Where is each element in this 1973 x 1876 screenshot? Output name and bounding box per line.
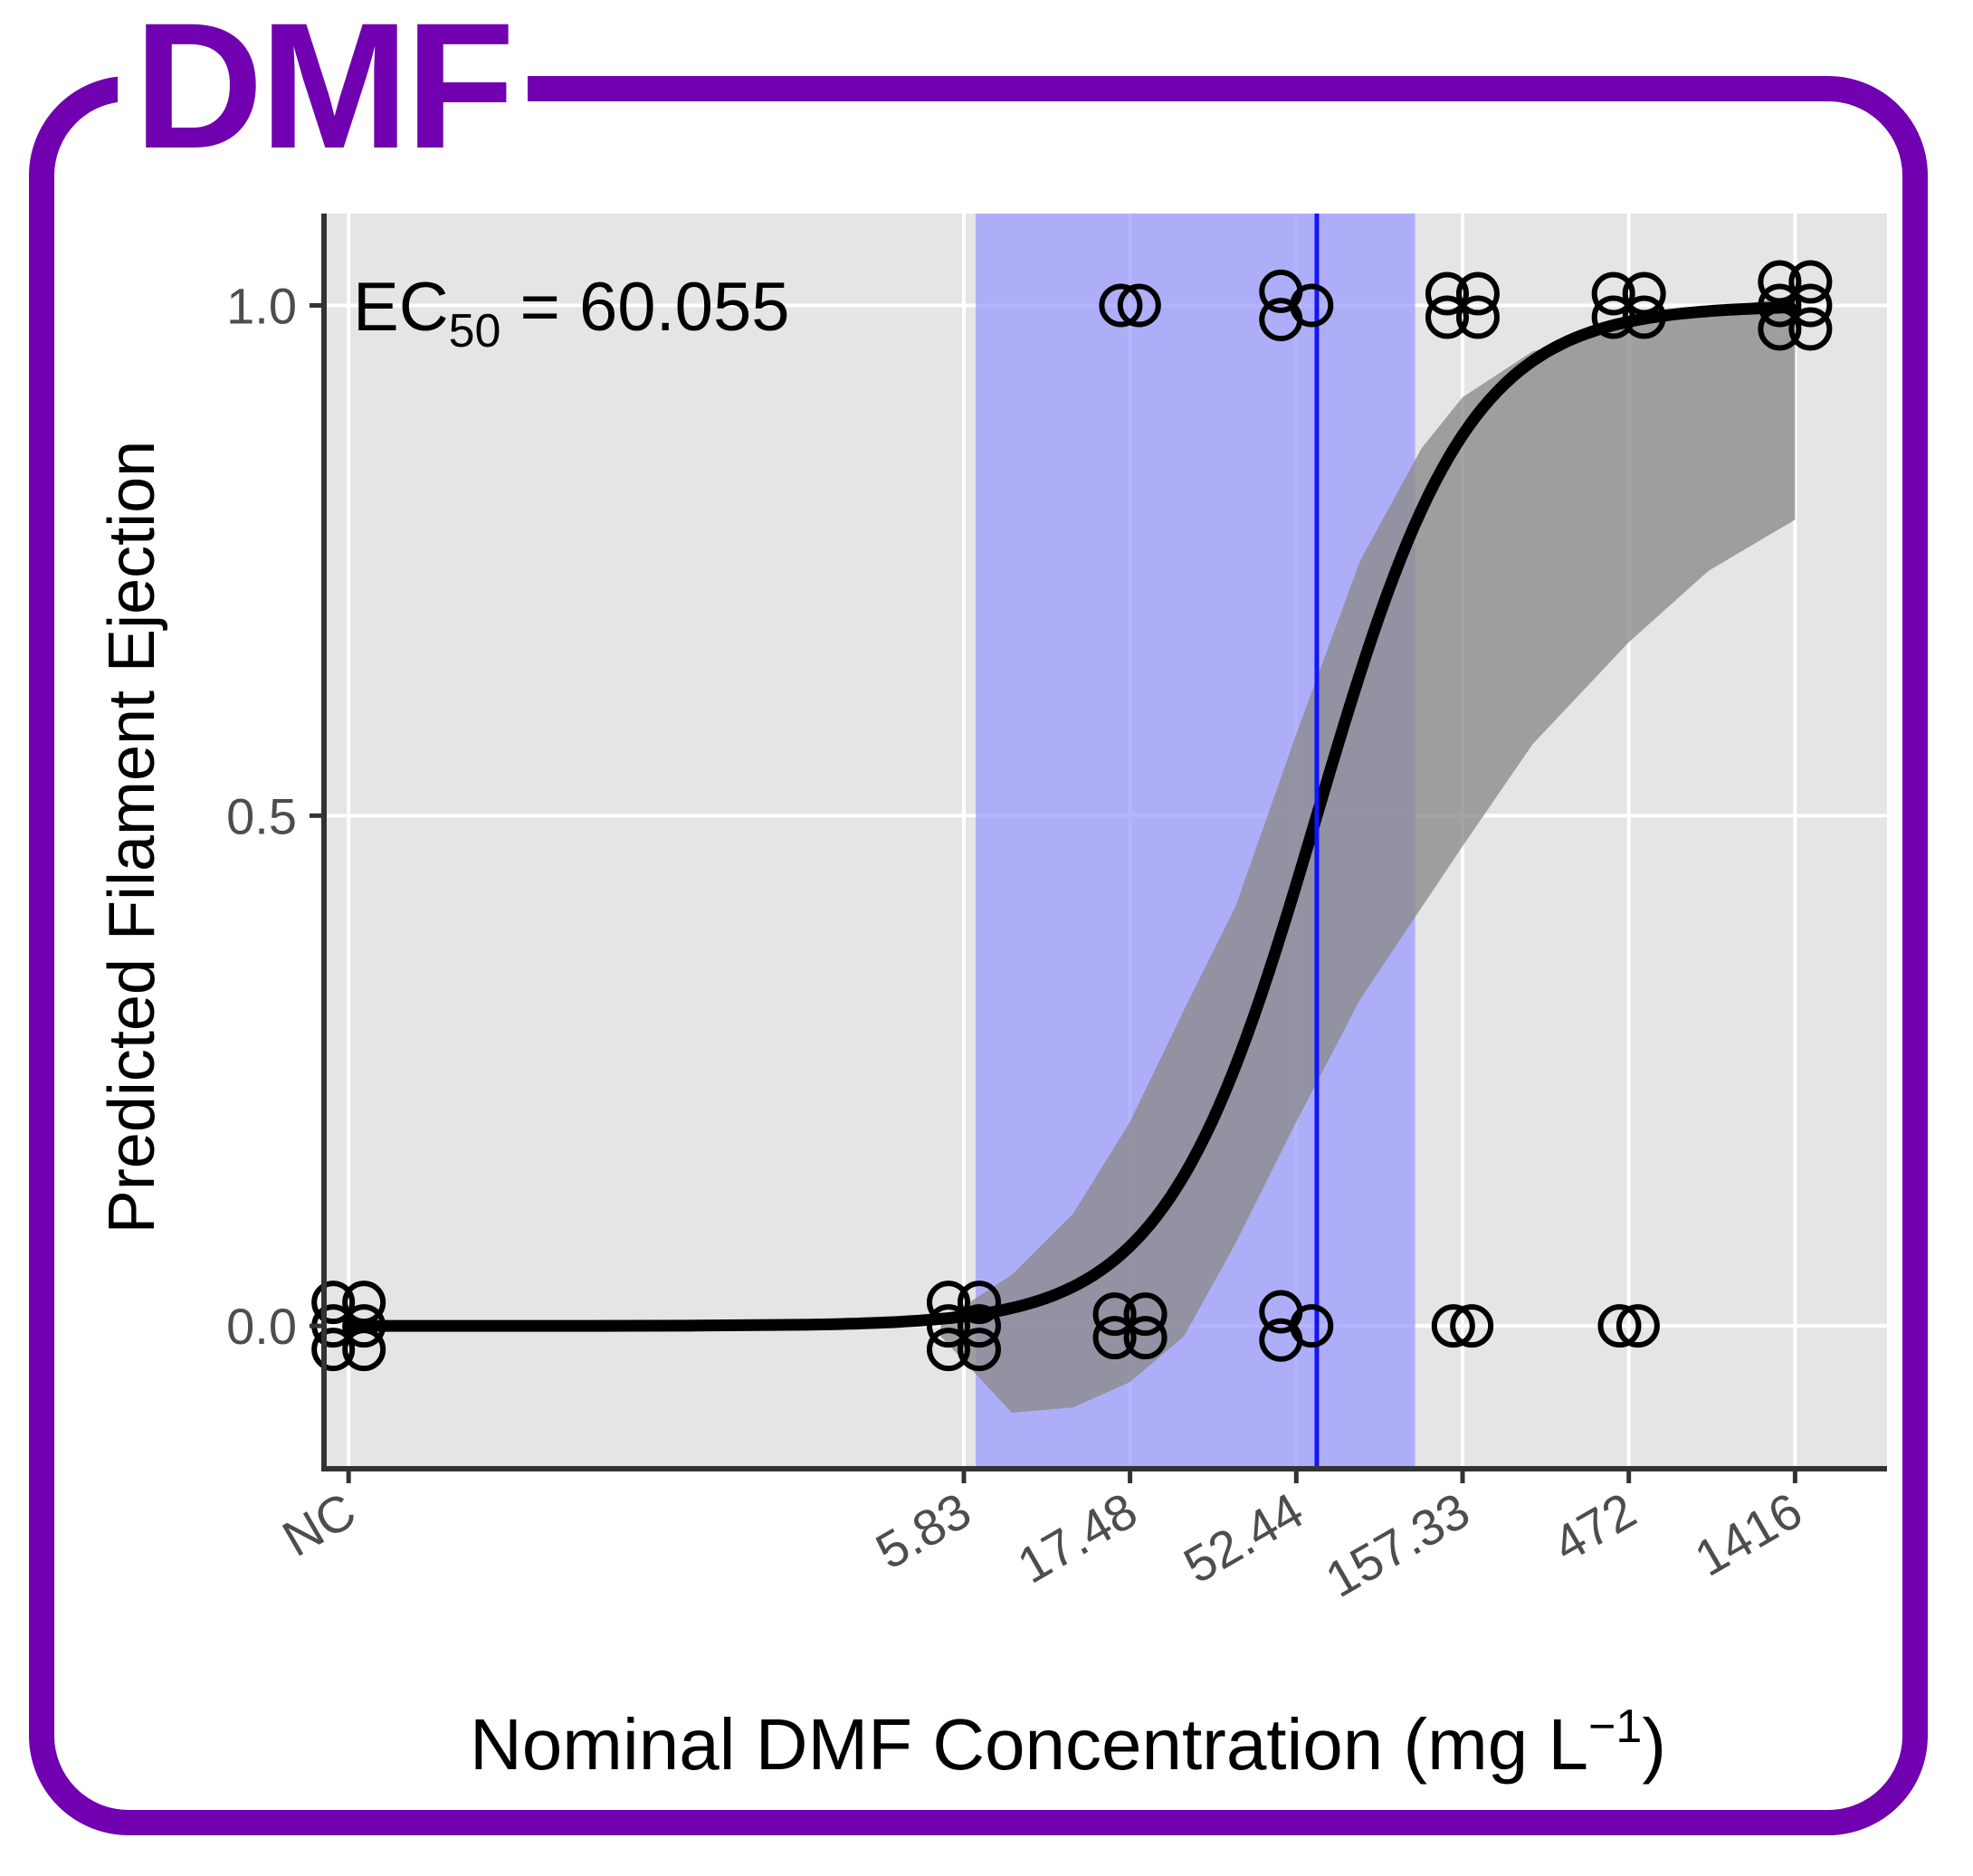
data-point xyxy=(1758,260,1802,304)
fit-confidence-band xyxy=(940,295,1796,1414)
data-point xyxy=(1425,271,1469,316)
axes xyxy=(310,214,1887,1483)
panel-frame xyxy=(29,76,1928,1835)
data-point xyxy=(1450,1304,1494,1348)
data-point xyxy=(1455,295,1500,339)
y-axis-label: Predicted Filament Ejection xyxy=(96,441,168,1233)
data-point xyxy=(1597,1304,1642,1348)
data-point xyxy=(1099,283,1143,328)
data-point xyxy=(1788,283,1833,328)
x-axis-label-text: Nominal DMF Concentration (mg L xyxy=(470,1704,1588,1785)
x-tick-label: 52.44 xyxy=(1174,1481,1312,1595)
x-tick-label: 157.33 xyxy=(1316,1481,1479,1608)
data-point xyxy=(1788,260,1833,304)
y-tick-label: 0.5 xyxy=(226,787,297,844)
data-point xyxy=(1123,1292,1168,1337)
data-point xyxy=(1431,1304,1475,1348)
data-point xyxy=(311,1328,356,1372)
panel-label: DMF xyxy=(118,0,528,176)
x-tick-label: NC xyxy=(273,1481,366,1567)
data-point xyxy=(1591,271,1635,316)
data-point xyxy=(1123,1316,1168,1360)
data-point xyxy=(1425,295,1469,339)
data-point xyxy=(957,1281,1001,1325)
data-point xyxy=(926,1304,970,1348)
data-point xyxy=(957,1328,1001,1372)
x-tick-label: 5.83 xyxy=(866,1481,980,1580)
x-tick-label: 17.48 xyxy=(1008,1481,1147,1595)
data-point xyxy=(342,1328,386,1372)
data-point xyxy=(1788,307,1833,351)
y-tick-label: 1.0 xyxy=(226,277,297,334)
data-points xyxy=(311,260,1833,1372)
data-point xyxy=(926,1328,970,1372)
ec50-value: = 60.055 xyxy=(500,269,789,346)
x-tick-label: 1416 xyxy=(1685,1481,1811,1587)
y-tick-label: 0.0 xyxy=(226,1298,297,1355)
data-point xyxy=(926,1281,970,1325)
y-tick-labels: 0.0 0.5 1.0 xyxy=(226,277,297,1355)
data-point xyxy=(1758,307,1802,351)
data-point xyxy=(1117,283,1161,328)
x-axis-label: Nominal DMF Concentration (mg L−1) xyxy=(470,1700,1666,1785)
data-point xyxy=(1616,1304,1660,1348)
x-tick-labels: NC 5.83 17.48 52.44 157.33 472 1416 xyxy=(273,1481,1812,1608)
data-point xyxy=(1290,283,1334,328)
ec50-prefix: EC xyxy=(353,269,449,346)
x-axis-label-close: ) xyxy=(1642,1704,1666,1785)
data-point xyxy=(1092,1316,1137,1360)
data-point xyxy=(1758,283,1802,328)
data-point xyxy=(1622,295,1666,339)
ec50-annotation: EC50 = 60.055 xyxy=(353,269,790,357)
data-point xyxy=(1290,1304,1334,1348)
data-point xyxy=(311,1281,356,1325)
data-point xyxy=(957,1304,1001,1348)
data-point xyxy=(1622,271,1666,316)
data-point xyxy=(1092,1292,1137,1337)
x-axis-label-superscript: −1 xyxy=(1588,1700,1642,1753)
ec50-subscript: 50 xyxy=(449,305,501,357)
x-tick-label: 472 xyxy=(1543,1481,1644,1573)
data-point xyxy=(342,1281,386,1325)
data-point xyxy=(342,1304,386,1348)
data-point xyxy=(1455,271,1500,316)
data-point xyxy=(1591,295,1635,339)
